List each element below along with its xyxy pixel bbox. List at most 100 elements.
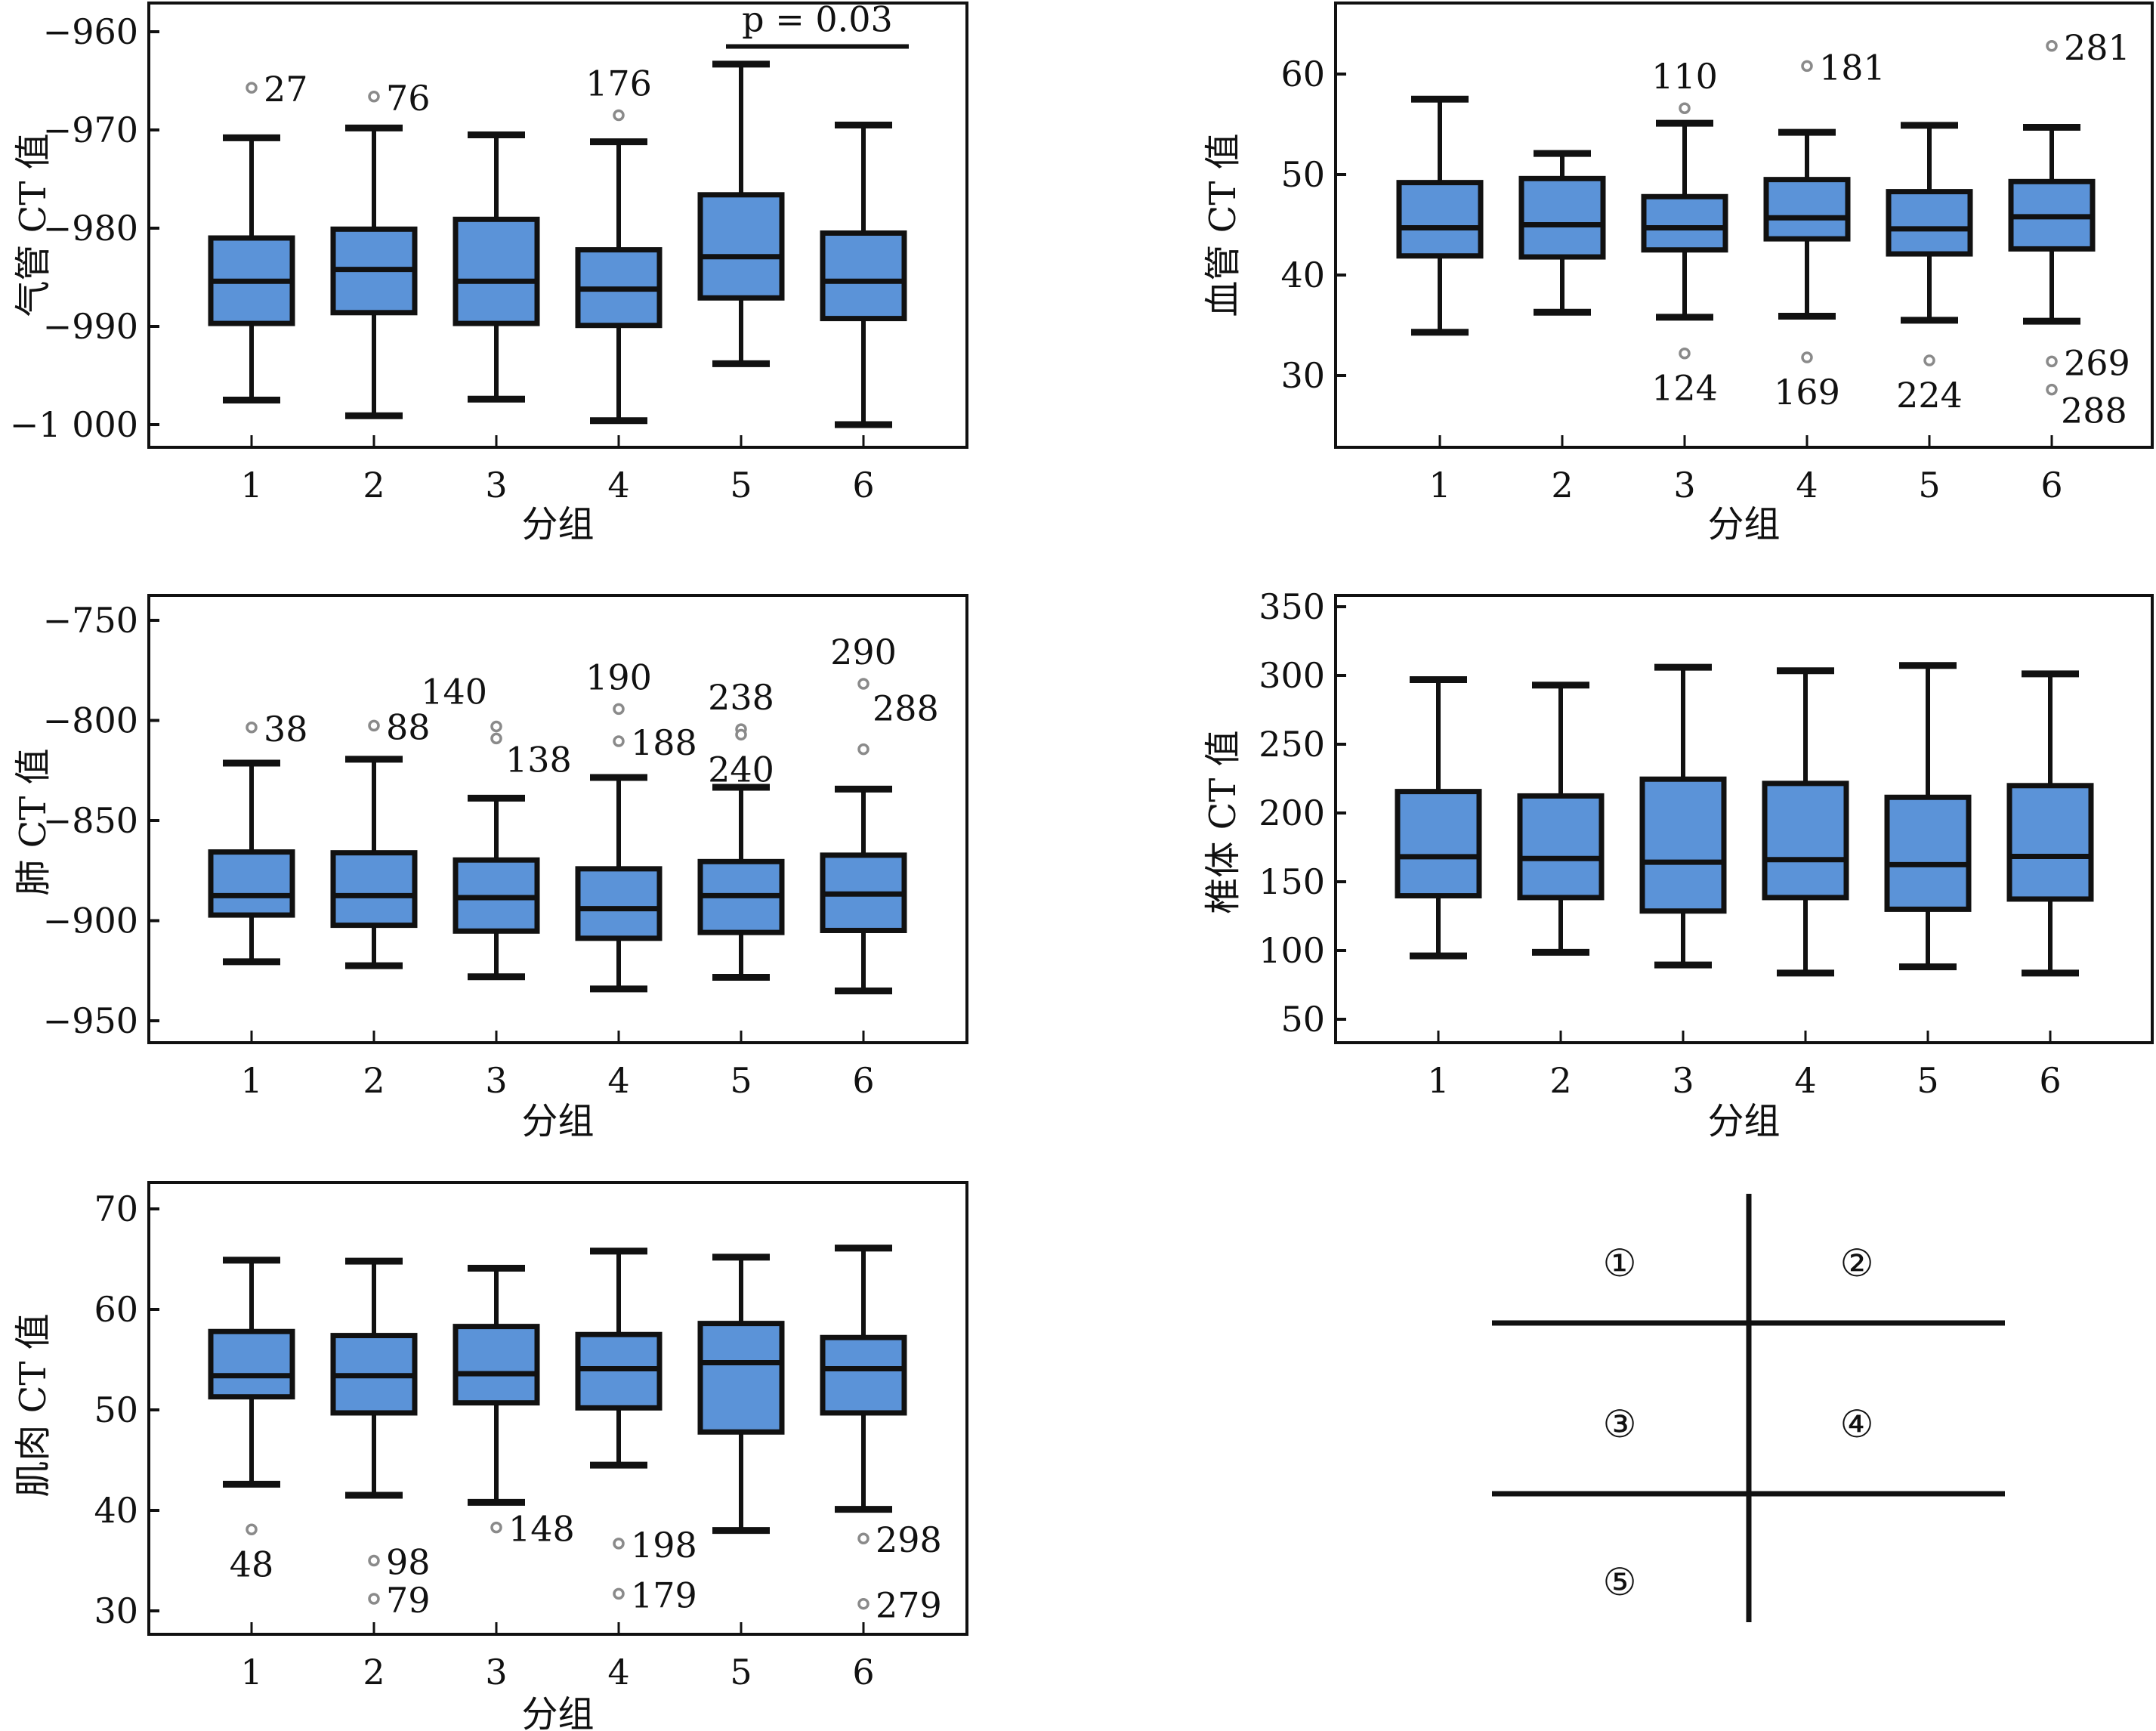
box-group-5 — [1884, 662, 1972, 971]
x-tick-label: 6 — [2040, 465, 2062, 505]
y-tick-label: −970 — [43, 110, 138, 150]
x-tick-label: 3 — [485, 1652, 507, 1692]
box-group-1 — [208, 759, 295, 966]
y-tick-label: 250 — [1259, 724, 1325, 765]
key-label-5: ⑤ — [1603, 1560, 1637, 1604]
box-group-5 — [697, 1253, 785, 1535]
y-tick-label: −960 — [43, 11, 138, 52]
box-group-2 — [330, 124, 418, 419]
iqr-box — [453, 1324, 540, 1406]
outlier-label: 188 — [631, 722, 697, 763]
iqr-box — [330, 850, 418, 929]
outlier-point — [1679, 347, 1691, 360]
x-tick-label: 2 — [363, 465, 385, 505]
y-tick-label: 30 — [94, 1590, 138, 1631]
y-tick-label: −980 — [43, 208, 138, 249]
outlier-label: 140 — [421, 671, 487, 712]
key-label-3: ③ — [1603, 1402, 1637, 1446]
y-tick-label: 60 — [1280, 54, 1325, 94]
outlier-point — [857, 1597, 870, 1610]
x-axis-title: 分组 — [521, 503, 594, 546]
x-axis-title: 分组 — [1707, 1100, 1780, 1142]
y-axis-title: 肺 CT 值 — [12, 748, 54, 895]
box-group-1 — [1396, 95, 1484, 336]
y-tick-label: 60 — [94, 1289, 138, 1330]
outlier-label: 124 — [1651, 368, 1718, 409]
y-tick-label: −750 — [43, 600, 138, 641]
x-tick-label: 6 — [852, 465, 874, 505]
outlier-point — [613, 735, 625, 747]
iqr-box — [1639, 776, 1727, 914]
x-tick-label: 1 — [1427, 1060, 1449, 1101]
iqr-box — [453, 216, 540, 326]
outlier-point — [246, 722, 258, 734]
outlier-label: 27 — [264, 69, 308, 110]
outlier-label: 110 — [1651, 56, 1718, 97]
outlier-label: 148 — [508, 1509, 575, 1550]
plot-frame — [1334, 2, 2154, 449]
y-tick-label: 50 — [94, 1389, 138, 1430]
x-tick-label: 2 — [363, 1060, 385, 1101]
plot-frame — [147, 2, 968, 449]
x-tick-label: 4 — [607, 1652, 629, 1692]
key-label-1: ① — [1603, 1241, 1637, 1285]
box-group-6 — [2008, 123, 2096, 325]
box-group-4 — [1762, 667, 1849, 977]
iqr-box — [697, 192, 785, 301]
box-group-3 — [1641, 119, 1728, 321]
y-axis-title: 椎体 CT 值 — [1202, 730, 1244, 913]
box-group-1 — [208, 1257, 295, 1488]
x-tick-label: 2 — [1551, 465, 1573, 505]
x-tick-label: 5 — [730, 1652, 752, 1692]
x-tick-label: 4 — [1794, 1060, 1816, 1101]
iqr-box — [2006, 783, 2094, 902]
box-group-6 — [820, 122, 907, 428]
y-tick-label: −950 — [43, 1000, 138, 1041]
outlier-label: 240 — [708, 749, 774, 790]
outlier-label: 290 — [830, 632, 897, 672]
iqr-box — [1763, 177, 1851, 242]
outlier-label: 288 — [873, 688, 939, 729]
box-group-1 — [208, 134, 295, 403]
x-tick-label: 2 — [363, 1652, 385, 1692]
outlier-label: 181 — [1819, 47, 1886, 88]
box-group-2 — [1518, 150, 1606, 316]
y-tick-label: −850 — [43, 800, 138, 841]
outlier-label: 176 — [585, 63, 652, 104]
outlier-label: 298 — [876, 1519, 942, 1560]
iqr-box — [1641, 193, 1728, 253]
iqr-box — [1518, 175, 1606, 260]
x-tick-label: 5 — [730, 465, 752, 505]
outlier-point — [2046, 40, 2058, 52]
x-tick-label: 5 — [730, 1060, 752, 1101]
iqr-box — [697, 1321, 785, 1435]
box-group-5 — [697, 60, 785, 367]
box-group-2 — [1517, 682, 1605, 956]
outlier-label: 98 — [386, 1542, 431, 1583]
box-group-3 — [453, 1264, 540, 1506]
x-axis-title: 分组 — [1707, 503, 1780, 546]
x-axis-title: 分组 — [521, 1100, 594, 1142]
outlier-point — [368, 1554, 380, 1567]
y-tick-label: 350 — [1259, 586, 1325, 627]
x-tick-label: 1 — [240, 1060, 262, 1101]
outlier-label: 38 — [264, 709, 308, 750]
y-tick-label: −900 — [43, 901, 138, 941]
outlier-point — [2046, 383, 2058, 396]
outlier-label: 76 — [386, 78, 431, 119]
x-tick-label: 1 — [240, 465, 262, 505]
y-tick-label: 150 — [1259, 861, 1325, 902]
iqr-box — [208, 849, 295, 918]
iqr-box — [1395, 789, 1482, 899]
panel-3: −750 −800 −850 −900 −950 1 2 3 4 5 6 分组 肺 CT 值 38 8814… — [12, 594, 968, 1142]
y-tick-label: −1 000 — [10, 404, 138, 445]
y-tick-label: 30 — [1280, 355, 1325, 396]
outlier-label: 198 — [631, 1525, 697, 1566]
x-tick-label: 3 — [485, 1060, 507, 1101]
box-group-4 — [1763, 128, 1851, 320]
y-tick-label: 50 — [1280, 154, 1325, 195]
outlier-label: 190 — [585, 657, 652, 697]
x-tick-label: 2 — [1549, 1060, 1571, 1101]
outlier-label: 269 — [2064, 342, 2130, 383]
